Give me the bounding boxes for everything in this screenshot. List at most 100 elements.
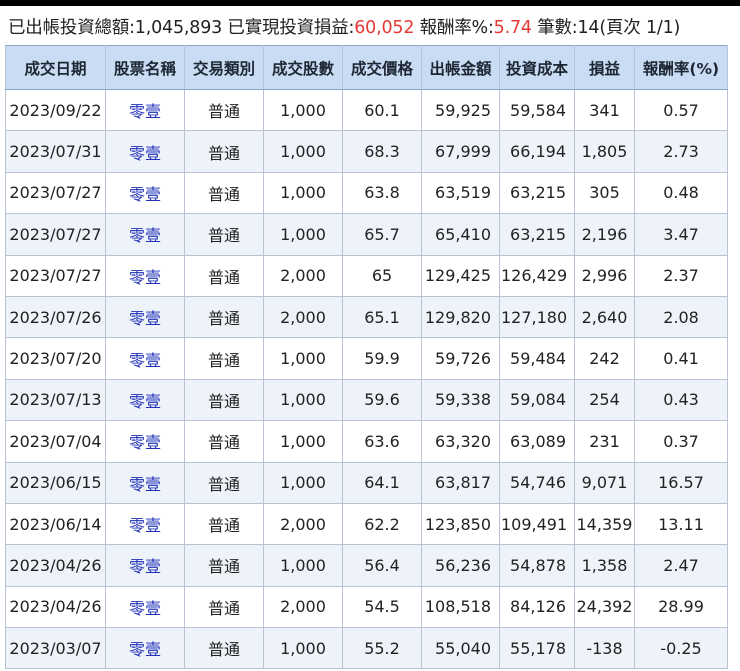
cell-date: 2023/03/07 [5,627,106,670]
table-row: 2023/07/04 零壹 普通 1,000 63.6 63,320 63,089 231 0.… [5,420,728,463]
cell-stock-name[interactable]: 零壹 [105,627,185,670]
cell-outflow-amount: 108,518 [421,585,500,629]
cell-investment-cost: 66,194 [499,130,575,173]
realized-value: 60,052 [354,18,415,38]
cell-stock-name[interactable]: 零壹 [105,544,185,587]
cell-investment-cost: 109,491 [499,502,575,546]
cell-stock-name[interactable]: 零壹 [105,585,185,629]
cell-outflow-amount: 56,236 [421,544,500,587]
cell-trade-type: 普通 [184,502,264,546]
table-row: 2023/07/26 零壹 普通 2,000 65.1 129,820 127,180 2,6… [5,295,728,339]
cell-stock-name[interactable]: 零壹 [105,337,185,380]
cell-profit-loss: 2,196 [574,213,635,256]
rate-value: 5.74 [493,18,532,38]
cell-trade-type: 普通 [184,544,264,587]
cell-profit-loss: 14,359 [574,502,635,546]
cell-shares: 1,000 [263,213,343,256]
cell-outflow-amount: 123,850 [421,502,500,546]
cell-price: 65.7 [342,213,422,256]
cell-shares: 1,000 [263,627,343,670]
table-row: 2023/06/15 零壹 普通 1,000 64.1 63,817 54,746 9,071… [5,461,728,504]
column-header-return-rate[interactable]: 報酬率(%) [634,45,728,90]
cell-profit-loss: 231 [574,420,635,463]
cell-return-rate: 2.73 [634,130,728,173]
cell-profit-loss: 1,805 [574,130,635,173]
cell-date: 2023/07/27 [5,213,106,256]
cell-date: 2023/04/26 [5,585,106,629]
table-row: 2023/04/26 零壹 普通 1,000 56.4 56,236 54,878 1,358… [5,544,728,587]
cell-return-rate: 2.47 [634,544,728,587]
cell-trade-type: 普通 [184,420,264,463]
table-row: 2023/07/27 零壹 普通 1,000 63.8 63,519 63,215 305 0.… [5,171,728,215]
table-header-row: 成交日期 股票名稱 交易類別 成交股數 成交價格 出帳金額 投資成本 損益 報酬率(%) [5,45,728,90]
cell-trade-type: 普通 [184,88,264,132]
cell-profit-loss: 254 [574,378,635,422]
cell-return-rate: 0.41 [634,337,728,380]
cell-shares: 1,000 [263,420,343,463]
column-header-outflow-amount[interactable]: 出帳金額 [421,45,500,90]
cell-return-rate: 0.48 [634,171,728,215]
cell-outflow-amount: 55,040 [421,627,500,670]
cell-shares: 2,000 [263,295,343,339]
table-row: 2023/03/07 零壹 普通 1,000 55.2 55,040 55,178 -138-… [5,627,728,670]
cell-outflow-amount: 65,410 [421,213,500,256]
column-header-investment-cost[interactable]: 投資成本 [499,45,575,90]
cell-investment-cost: 59,084 [499,378,575,422]
cell-investment-cost: 126,429 [499,254,575,297]
cell-date: 2023/07/31 [5,130,106,173]
column-header-price[interactable]: 成交價格 [342,45,422,90]
cell-return-rate: 0.37 [634,420,728,463]
cell-trade-type: 普通 [184,254,264,297]
cell-trade-type: 普通 [184,627,264,670]
table-row: 2023/07/27 零壹 普通 1,000 65.7 65,410 63,215 2,196… [5,213,728,256]
cell-stock-name[interactable]: 零壹 [105,420,185,463]
cell-profit-loss: 9,071 [574,461,635,504]
cell-stock-name[interactable]: 零壹 [105,461,185,504]
cell-return-rate: 16.57 [634,461,728,504]
cell-return-rate: 0.57 [634,88,728,132]
cell-shares: 1,000 [263,337,343,380]
cell-stock-name[interactable]: 零壹 [105,130,185,173]
cell-return-rate: -0.25 [634,627,728,670]
column-header-trade-type[interactable]: 交易類別 [184,45,264,90]
column-header-stock-name[interactable]: 股票名稱 [105,45,185,90]
cell-investment-cost: 63,089 [499,420,575,463]
summary-line: 已出帳投資總額:1,045,893 已實現投資損益:60,052 報酬率%:5.… [8,16,680,40]
cell-price: 63.8 [342,171,422,215]
cell-stock-name[interactable]: 零壹 [105,88,185,132]
count-label: 筆數:14(頁次 1/1) [531,18,681,38]
cell-outflow-amount: 59,338 [421,378,500,422]
cell-profit-loss: 24,392 [574,585,635,629]
cell-price: 68.3 [342,130,422,173]
cell-shares: 1,000 [263,88,343,132]
cell-trade-type: 普通 [184,378,264,422]
cell-return-rate: 3.47 [634,213,728,256]
cell-outflow-amount: 63,817 [421,461,500,504]
table-row: 2023/07/13 零壹 普通 1,000 59.6 59,338 59,084 254 0.… [5,378,728,422]
cell-stock-name[interactable]: 零壹 [105,378,185,422]
cell-stock-name[interactable]: 零壹 [105,502,185,546]
table-row: 2023/07/31 零壹 普通 1,000 68.3 67,999 66,194 1,805… [5,130,728,173]
column-header-date[interactable]: 成交日期 [5,45,106,90]
cell-shares: 2,000 [263,502,343,546]
cell-trade-type: 普通 [184,337,264,380]
cell-investment-cost: 84,126 [499,585,575,629]
cell-profit-loss: 1,358 [574,544,635,587]
transactions-table: 成交日期 股票名稱 交易類別 成交股數 成交價格 出帳金額 投資成本 損益 報酬率(%) 202… [5,45,728,670]
column-header-shares[interactable]: 成交股數 [263,45,343,90]
column-header-profit-loss[interactable]: 損益 [574,45,635,90]
cell-price: 65.1 [342,295,422,339]
status-bar [0,0,740,6]
cell-shares: 2,000 [263,254,343,297]
cell-shares: 1,000 [263,130,343,173]
cell-investment-cost: 54,746 [499,461,575,504]
cell-stock-name[interactable]: 零壹 [105,254,185,297]
cell-stock-name[interactable]: 零壹 [105,171,185,215]
cell-price: 55.2 [342,627,422,670]
cell-stock-name[interactable]: 零壹 [105,295,185,339]
cell-date: 2023/07/13 [5,378,106,422]
cell-stock-name[interactable]: 零壹 [105,213,185,256]
cell-date: 2023/07/04 [5,420,106,463]
cell-price: 60.1 [342,88,422,132]
cell-trade-type: 普通 [184,295,264,339]
